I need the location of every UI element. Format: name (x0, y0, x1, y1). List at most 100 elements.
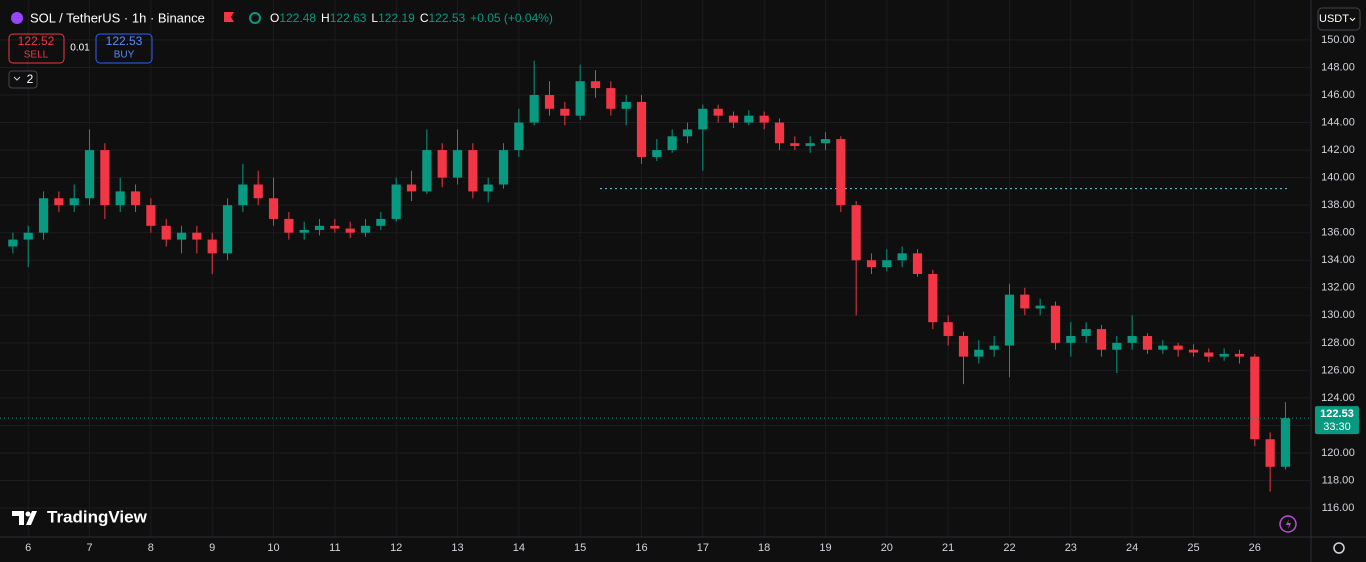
candle-body (529, 95, 539, 123)
x-tick-label: 12 (390, 542, 402, 554)
x-tick-label: 21 (942, 542, 954, 554)
candle-body (943, 322, 953, 336)
candle-body (176, 232, 187, 240)
candle-body (360, 225, 371, 233)
x-tick-label: 20 (881, 542, 893, 554)
legend-value: 122.53 (428, 11, 465, 25)
y-tick-label: 148.00 (1321, 61, 1355, 73)
candle-body (1020, 294, 1030, 309)
y-tick-label: 140.00 (1321, 172, 1355, 184)
overlay: SOL / TetherUS · 1h · Binance O122.48 H12… (8, 7, 1361, 554)
x-tick-label: 22 (1003, 542, 1015, 554)
buy-price: 122.53 (106, 34, 143, 48)
candle-body (222, 205, 233, 254)
y-tick-label: 128.00 (1321, 337, 1355, 349)
settings-icon[interactable] (1333, 542, 1345, 554)
candle-body (376, 218, 386, 226)
x-tick-label: 11 (329, 542, 340, 554)
candle-body (54, 198, 64, 206)
candle-body (1066, 335, 1076, 343)
candle-body (146, 205, 156, 226)
y-tick-label: 120.00 (1321, 447, 1355, 459)
candle-body (299, 229, 309, 233)
candle-body (23, 232, 33, 240)
x-tick-label: 23 (1065, 542, 1077, 554)
candle-body (912, 253, 923, 275)
candle-body (514, 122, 524, 151)
candle-body (330, 225, 340, 229)
candle-body (238, 184, 248, 206)
x-tick-label: 15 (574, 542, 586, 554)
candle-body (1280, 418, 1291, 467)
status-dot (249, 12, 261, 24)
countdown: 33:30 (1323, 421, 1351, 433)
legend-value: 122.63 (330, 11, 367, 25)
candle-body (1173, 345, 1183, 350)
candle-body (1050, 305, 1061, 343)
spread: 0.01 (70, 43, 90, 54)
legend-change: +0.05 (+0.04%) (470, 11, 553, 25)
legend-key: C (420, 11, 429, 25)
candle-body (1081, 329, 1091, 336)
candle-body (958, 335, 969, 357)
candle-body (422, 150, 432, 192)
sell-button[interactable] (8, 33, 65, 64)
candle-body (284, 218, 294, 233)
x-tick-label: 25 (1187, 542, 1199, 554)
candle-body (406, 184, 417, 192)
legend-key: H (321, 11, 330, 25)
candle-body (1035, 305, 1045, 309)
candle-body (744, 115, 754, 123)
candle-body (498, 150, 509, 185)
alert-icon[interactable] (1279, 515, 1297, 533)
candle-body (774, 122, 785, 144)
candle-body (698, 108, 708, 130)
buy-button[interactable] (95, 33, 153, 64)
candle-body (667, 136, 677, 151)
x-tick-label: 26 (1249, 542, 1261, 554)
y-tick-label: 144.00 (1321, 116, 1355, 128)
symbol-title: SOL / TetherUS · 1h · Binance (30, 10, 205, 25)
sell-price: 122.52 (18, 34, 55, 48)
y-tick-label: 126.00 (1321, 364, 1355, 376)
candle-body (314, 225, 325, 230)
y-tick-label: 132.00 (1321, 282, 1355, 294)
y-tick-label: 142.00 (1321, 144, 1355, 156)
y-tick-label: 118.00 (1322, 474, 1355, 486)
y-tick-label: 130.00 (1321, 309, 1355, 321)
currency-button[interactable] (1317, 7, 1361, 31)
candle-body (1112, 342, 1122, 350)
x-tick-label: 24 (1126, 542, 1138, 554)
x-tick-label: 10 (267, 542, 279, 554)
candle-body (621, 101, 631, 109)
flag-icon[interactable] (224, 12, 234, 22)
candle-body (820, 139, 831, 144)
candle-body (575, 81, 585, 116)
candle-body (636, 101, 647, 157)
buy-label: BUY (114, 50, 135, 61)
ohlc-legend: O122.48 H122.63 L122.19 C122.53 +0.05 (+0.04… (270, 11, 553, 25)
candle-body (790, 143, 800, 146)
candle-body (483, 184, 493, 192)
candle-body (836, 139, 846, 206)
brand: TradingView (47, 507, 148, 526)
x-tick-label: 18 (758, 542, 770, 554)
candle-body (897, 253, 907, 261)
candle-body (1265, 439, 1275, 467)
last-price-badge (1315, 406, 1359, 435)
candle-body (115, 191, 125, 206)
y-tick-label: 150.00 (1321, 34, 1355, 46)
x-tick-label: 8 (148, 542, 154, 554)
candle-body (69, 198, 79, 206)
alert-icon (1286, 519, 1291, 529)
candle-body (882, 260, 892, 268)
candle-body (759, 115, 769, 123)
indicator-toggle[interactable] (8, 70, 38, 89)
x-tick-label: 7 (86, 542, 92, 554)
candle-body (851, 205, 861, 261)
y-tick-label: 116.00 (1322, 502, 1355, 514)
candle-body (1234, 353, 1245, 357)
candle-body (974, 349, 984, 357)
